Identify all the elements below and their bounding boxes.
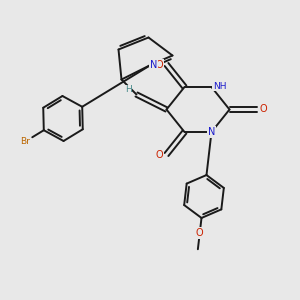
Text: O: O: [259, 104, 267, 115]
Text: N: N: [150, 59, 158, 70]
Text: O: O: [155, 59, 163, 70]
Text: Br: Br: [20, 137, 30, 146]
Text: H: H: [125, 85, 131, 94]
Text: N: N: [208, 127, 215, 137]
Text: NH: NH: [213, 82, 227, 91]
Text: O: O: [196, 228, 204, 238]
Text: O: O: [155, 149, 163, 160]
